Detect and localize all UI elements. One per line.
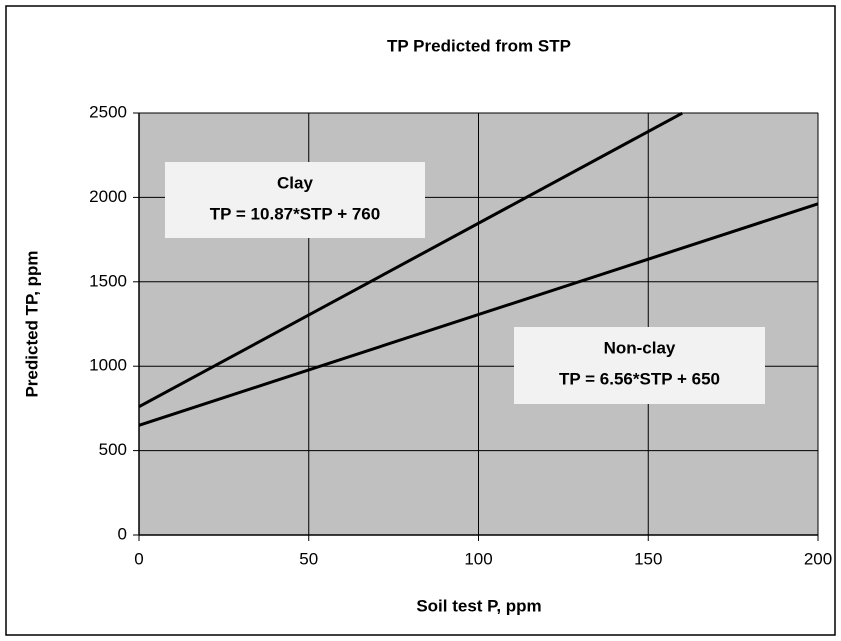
y-axis-label: Predicted TP, ppm: [22, 250, 41, 397]
annotation-text: Clay: [277, 173, 313, 192]
annotation-box: [165, 162, 425, 238]
annotation-text: TP = 10.87*STP + 760: [210, 204, 380, 223]
annotation-text: TP = 6.56*STP + 650: [559, 369, 720, 388]
series-line: [138, 202, 819, 427]
y-tick-label: 500: [99, 440, 127, 459]
x-axis-label: Soil test P, ppm: [416, 596, 541, 615]
series-line: [138, 111, 683, 409]
x-tick-label: 200: [804, 549, 832, 568]
x-tick-label: 0: [134, 549, 143, 568]
y-tick-label: 2500: [89, 102, 127, 121]
y-tick-label: 0: [118, 524, 127, 543]
x-tick-label: 50: [299, 549, 318, 568]
y-tick-label: 2000: [89, 187, 127, 206]
annotation-box: [514, 327, 765, 404]
chart-title: TP Predicted from STP: [387, 36, 571, 55]
y-tick-label: 1500: [89, 271, 127, 290]
x-tick-label: 150: [634, 549, 662, 568]
annotation-text: Non-clay: [604, 338, 676, 357]
y-tick-label: 1000: [89, 356, 127, 375]
x-tick-label: 100: [464, 549, 492, 568]
